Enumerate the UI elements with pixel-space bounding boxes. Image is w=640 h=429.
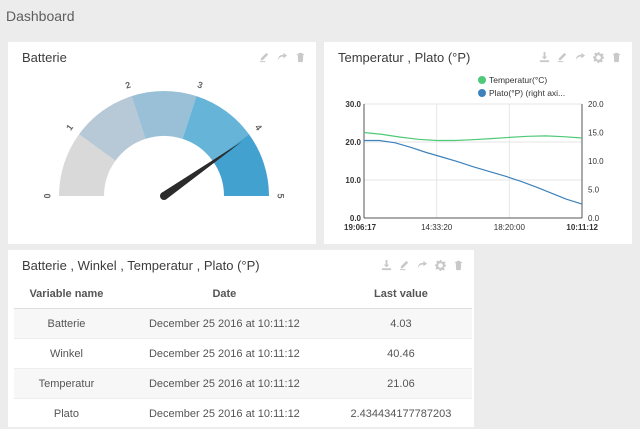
cell-last-value: 21.06	[329, 368, 472, 399]
last-values-table: Variable name Date Last value Batterie D…	[14, 280, 472, 429]
series-line-plato	[364, 139, 583, 205]
gauge-band	[131, 91, 197, 139]
chart-widget: Temperatur , Plato (°P) 0.0 10.0 20.0 30.0 0…	[324, 42, 632, 244]
gauge-tick-label: 0	[42, 193, 52, 198]
gauge-needle-hub	[160, 192, 168, 200]
table-row: Winkel December 25 2016 at 10:11:12 40.4…	[14, 338, 472, 369]
gauge-tick-label: 1	[64, 122, 75, 132]
x-tick-label: 18:20:00	[494, 223, 526, 232]
y-left-tick-label: 30.0	[345, 100, 361, 109]
gauge-tick-label: 3	[196, 80, 204, 91]
battery-gauge: 0 1 2 3 4 5	[42, 80, 286, 200]
series-line-temperatur	[363, 131, 583, 142]
download-icon[interactable]	[381, 260, 392, 271]
legend-marker-plato	[478, 88, 486, 97]
cell-variable-name: Winkel	[14, 338, 119, 369]
delete-icon[interactable]	[453, 260, 464, 271]
settings-icon[interactable]	[435, 260, 446, 271]
cell-last-value: 2.434434177787203	[329, 398, 472, 429]
share-icon[interactable]	[417, 260, 428, 271]
gauge-band	[59, 134, 116, 196]
y-right-tick-label: 0.0	[588, 214, 600, 223]
battery-widget-title: Batterie	[22, 50, 67, 65]
gauge-tick-label: 2	[124, 80, 132, 91]
cell-last-value: 40.46	[329, 338, 472, 369]
legend-item-plato[interactable]: Plato(°P) (right axi...	[478, 86, 565, 99]
gauge-tick-label: 5	[276, 193, 286, 198]
column-header-date[interactable]: Date	[118, 280, 330, 309]
table-row: Batterie December 25 2016 at 10:11:12 4.…	[14, 308, 472, 339]
chart-legend: Temperatur(°C) Plato(°P) (right axi...	[478, 73, 565, 99]
cell-date: December 25 2016 at 10:11:12	[118, 338, 330, 369]
table-row: Temperatur December 25 2016 at 10:11:12 …	[14, 368, 472, 399]
table-widget: Batterie , Winkel , Temperatur , Plato (…	[8, 250, 474, 429]
settings-icon[interactable]	[593, 52, 604, 63]
gauge-band	[212, 134, 269, 196]
battery-widget-tools	[259, 52, 306, 63]
gauge-band	[79, 96, 146, 161]
edit-icon[interactable]	[399, 260, 410, 271]
cell-date: December 25 2016 at 10:11:12	[118, 398, 330, 429]
table-row: Plato December 25 2016 at 10:11:12 2.434…	[14, 398, 472, 429]
edit-icon[interactable]	[557, 52, 568, 63]
chart-widget-title: Temperatur , Plato (°P)	[338, 50, 471, 65]
column-header-variable-name[interactable]: Variable name	[14, 280, 119, 309]
share-icon[interactable]	[575, 52, 586, 63]
gauge-needle	[161, 141, 242, 200]
y-right-tick-label: 20.0	[588, 100, 604, 109]
x-tick-label: 19:06:17	[344, 223, 377, 232]
legend-marker-temperatur	[478, 75, 486, 84]
cell-variable-name: Batterie	[14, 308, 119, 339]
y-right-tick-label: 10.0	[588, 157, 604, 166]
table-widget-tools	[381, 260, 464, 271]
delete-icon[interactable]	[611, 52, 622, 63]
y-left-tick-label: 10.0	[345, 176, 361, 185]
column-header-last-value[interactable]: Last value	[329, 280, 472, 309]
x-tick-label: 14:33:20	[421, 223, 453, 232]
chart-widget-tools	[539, 52, 622, 63]
cell-date: December 25 2016 at 10:11:12	[118, 368, 330, 399]
y-right-tick-label: 5.0	[588, 186, 600, 195]
battery-widget: Batterie 0 1 2 3 4 5	[8, 42, 316, 244]
delete-icon[interactable]	[295, 52, 306, 63]
page-title: Dashboard	[6, 8, 75, 24]
edit-icon[interactable]	[259, 52, 270, 63]
cell-variable-name: Plato	[14, 398, 119, 429]
legend-item-temperatur[interactable]: Temperatur(°C)	[478, 73, 565, 86]
y-left-tick-label: 0.0	[350, 214, 362, 223]
legend-label-plato: Plato(°P) (right axi...	[489, 87, 566, 98]
table-widget-title: Batterie , Winkel , Temperatur , Plato (…	[22, 258, 260, 273]
gauge-tick-label: 4	[253, 122, 264, 132]
cell-date: December 25 2016 at 10:11:12	[118, 308, 330, 339]
y-left-tick-label: 20.0	[345, 138, 361, 147]
cell-last-value: 4.03	[329, 308, 472, 339]
legend-label-temperatur: Temperatur(°C)	[489, 74, 548, 85]
line-chart: 0.0 10.0 20.0 30.0 0.0 5.0 10.0 15.0 20.0 19:06:1…	[344, 100, 604, 232]
y-right-tick-label: 15.0	[588, 129, 604, 138]
x-tick-label: 10:11:12	[566, 223, 598, 232]
table-header-row: Variable name Date Last value	[14, 280, 472, 309]
download-icon[interactable]	[539, 52, 550, 63]
cell-variable-name: Temperatur	[14, 368, 119, 399]
gauge-band	[182, 96, 249, 161]
share-icon[interactable]	[277, 52, 288, 63]
